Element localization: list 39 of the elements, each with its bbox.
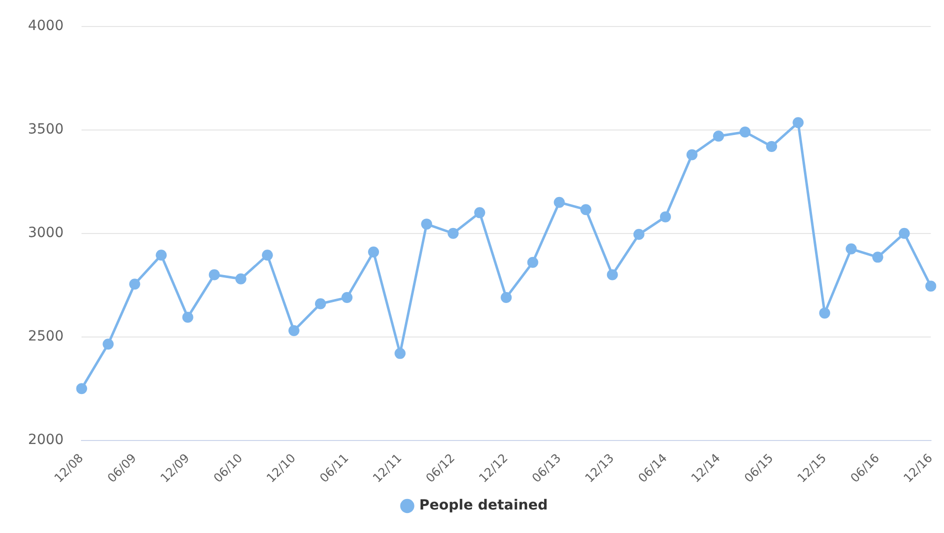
point [686, 149, 698, 160]
point [156, 250, 167, 261]
point [76, 383, 88, 394]
point [342, 292, 352, 304]
point [394, 348, 406, 359]
point [208, 269, 220, 280]
point [872, 252, 884, 263]
y-tick-label: 2500 [28, 328, 64, 345]
y-tick-label: 2000 [28, 432, 64, 448]
point [606, 269, 618, 280]
point [500, 292, 512, 304]
point [819, 308, 830, 319]
y-tick-label: 4000 [28, 18, 64, 34]
point [740, 126, 751, 138]
point [766, 140, 778, 152]
y-tick-label: 3500 [28, 122, 64, 138]
point [314, 298, 326, 310]
point [713, 130, 724, 142]
point [235, 273, 246, 284]
point [527, 256, 538, 268]
point [633, 228, 644, 240]
point [448, 228, 459, 239]
y-tick-label: 3000 [28, 225, 64, 242]
point [898, 228, 910, 239]
point [792, 117, 804, 128]
point [580, 204, 592, 216]
point [288, 325, 300, 336]
point [660, 211, 671, 222]
point [925, 280, 936, 292]
point [368, 246, 380, 258]
point [554, 196, 565, 208]
point [421, 218, 432, 230]
point [474, 207, 486, 218]
point [846, 243, 857, 254]
point [182, 312, 194, 323]
point [262, 250, 273, 261]
point [102, 338, 114, 350]
point [129, 278, 140, 290]
legend-label: People detained [419, 498, 548, 514]
